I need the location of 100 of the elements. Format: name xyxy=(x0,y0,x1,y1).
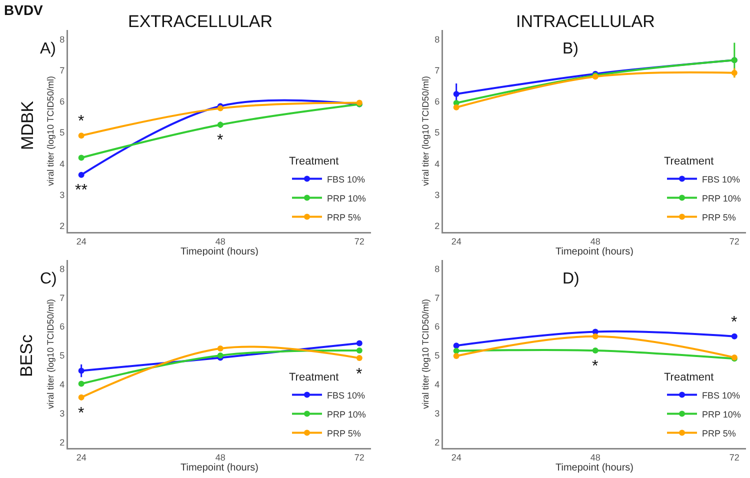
legend-label: FBS 10% xyxy=(702,174,740,184)
annotation: * xyxy=(217,132,224,149)
y-tick-label: 4 xyxy=(60,380,65,390)
legend-label: PRP 5% xyxy=(327,428,361,438)
annotation: * xyxy=(592,358,598,375)
legend-title: Treatment xyxy=(664,155,714,168)
x-tick-label: 48 xyxy=(590,236,600,246)
point xyxy=(217,122,224,128)
x-axis-title: Timepoint (hours) xyxy=(180,462,258,474)
y-tick-label: 3 xyxy=(434,408,440,418)
y-axis-title: viral titer (log10 TCID50/ml) xyxy=(45,299,56,409)
point xyxy=(78,154,84,161)
x-axis-title: Timepoint (hours) xyxy=(556,246,634,258)
y-axis-title: viral titer (log10 TCID50/ml) xyxy=(45,76,56,186)
text: BVDV xyxy=(4,2,44,18)
text: B) xyxy=(562,40,578,58)
y-tick-label: 6 xyxy=(60,96,65,107)
y-tick-label: 6 xyxy=(60,322,65,332)
point xyxy=(78,172,84,178)
text: D) xyxy=(562,270,580,288)
point xyxy=(217,346,224,352)
x-tick-label: 24 xyxy=(451,236,462,246)
point xyxy=(731,333,738,340)
point xyxy=(592,348,598,354)
legend-label: PRP 5% xyxy=(702,428,736,438)
y-tick-label: 6 xyxy=(434,96,440,107)
legend-label: FBS 10% xyxy=(327,390,366,400)
legend-label: PRP 10% xyxy=(327,193,366,204)
x-tick-label: 48 xyxy=(215,236,226,246)
x-tick-label: 24 xyxy=(76,452,86,462)
y-tick-label: 8 xyxy=(434,264,440,274)
y-tick-label: 8 xyxy=(60,34,65,44)
x-axis-title: Timepoint (hours) xyxy=(180,246,258,258)
legend-label: PRP 5% xyxy=(702,212,736,222)
point xyxy=(78,132,84,139)
text: MDBK xyxy=(18,100,37,150)
point xyxy=(356,355,362,362)
legend-label: FBS 10% xyxy=(702,390,740,400)
point xyxy=(453,342,460,349)
y-tick-label: 2 xyxy=(434,220,440,231)
text: A) xyxy=(40,40,56,58)
legend-label: PRP 10% xyxy=(327,409,366,420)
legend-label: FBS 10% xyxy=(327,174,366,184)
y-tick-label: 6 xyxy=(434,322,440,332)
y-tick-label: 7 xyxy=(434,66,440,76)
annotation: * xyxy=(731,314,738,331)
y-tick-label: 5 xyxy=(434,350,440,361)
point xyxy=(356,340,362,346)
point xyxy=(453,348,460,354)
y-tick-label: 4 xyxy=(434,158,440,169)
point xyxy=(217,352,224,358)
y-tick-label: 3 xyxy=(60,190,65,200)
x-tick-label: 24 xyxy=(76,236,86,246)
y-tick-label: 3 xyxy=(60,408,65,418)
text: BESc xyxy=(17,334,36,377)
x-tick-label: 72 xyxy=(354,452,364,462)
point xyxy=(453,91,460,98)
point xyxy=(453,104,460,110)
y-tick-label: 5 xyxy=(434,128,440,138)
legend-label: PRP 10% xyxy=(702,409,741,420)
x-tick-label: 72 xyxy=(354,236,364,246)
annotation: INTRACELLULAR xyxy=(516,12,655,31)
y-tick-label: 7 xyxy=(60,66,65,76)
legend-label: PRP 5% xyxy=(327,212,361,222)
legend-label: PRP 10% xyxy=(702,193,741,204)
y-tick-label: 2 xyxy=(434,437,440,448)
legend-title: Treatment xyxy=(289,155,339,168)
point xyxy=(731,70,738,76)
y-axis-title: viral titer (log10 TCID50/ml) xyxy=(420,76,430,186)
annotation: * xyxy=(78,113,84,130)
annotation: * xyxy=(78,405,84,422)
x-tick-label: 72 xyxy=(729,452,740,462)
y-tick-label: 5 xyxy=(60,350,65,361)
y-tick-label: 8 xyxy=(60,264,65,274)
x-tick-label: 48 xyxy=(590,452,600,462)
point xyxy=(453,353,460,360)
y-tick-label: 7 xyxy=(60,292,65,303)
y-tick-label: 4 xyxy=(434,380,440,390)
y-tick-label: 8 xyxy=(434,34,440,44)
y-tick-label: 2 xyxy=(60,220,65,231)
y-tick-label: 5 xyxy=(60,128,65,138)
point xyxy=(592,333,598,340)
y-axis-title: viral titer (log10 TCID50/ml) xyxy=(420,299,430,409)
y-tick-label: 2 xyxy=(60,437,65,448)
annotation: * xyxy=(356,366,362,383)
x-tick-label: 24 xyxy=(451,452,462,462)
point xyxy=(356,348,362,354)
point xyxy=(78,368,84,374)
x-tick-label: 48 xyxy=(215,452,226,462)
annotation: EXTRACELLULAR xyxy=(128,12,273,31)
point xyxy=(78,380,84,387)
text: C) xyxy=(40,270,57,288)
legend-title: Treatment xyxy=(289,371,339,384)
y-tick-label: 7 xyxy=(434,292,440,303)
y-tick-label: 4 xyxy=(60,158,65,169)
x-axis-title: Timepoint (hours) xyxy=(556,462,634,474)
legend-title: Treatment xyxy=(664,371,714,384)
x-tick-label: 72 xyxy=(729,236,740,246)
annotation: ** xyxy=(75,182,88,199)
y-tick-label: 3 xyxy=(434,190,440,200)
